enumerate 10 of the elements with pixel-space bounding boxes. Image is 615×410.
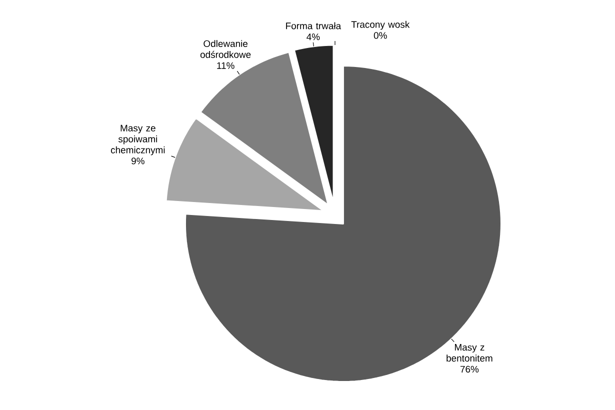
- slice-label: Odlewanie odśrodkowe: [200, 40, 251, 58]
- data-label: 4%: [306, 34, 320, 40]
- slice-label: Forma trwała: [286, 22, 342, 30]
- data-label: 11%: [217, 62, 234, 69]
- slice-label: Masy ze spoiwami chemicznymi: [110, 124, 165, 156]
- data-label: 9%: [132, 158, 144, 164]
- slice-label: Masy z bentonitem: [446, 344, 492, 362]
- text: 0%: [374, 32, 387, 39]
- category-label: Tracony wosk: [351, 20, 410, 30]
- data-label: 76%: [460, 366, 479, 373]
